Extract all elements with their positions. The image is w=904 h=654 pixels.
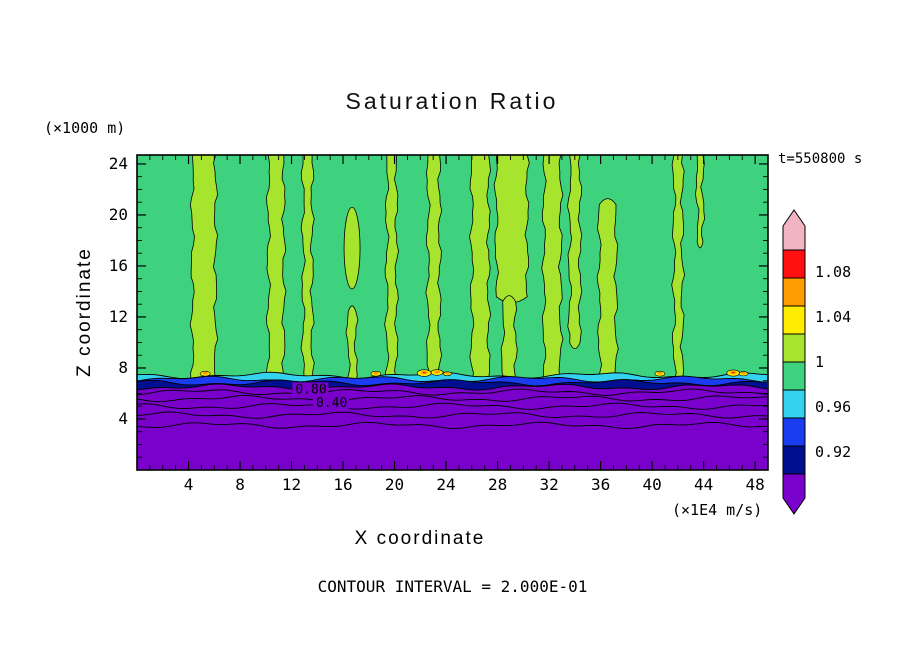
layer-contour-line xyxy=(137,371,768,379)
layer-contour-line xyxy=(137,379,768,387)
y-tick-label: 16 xyxy=(109,256,128,275)
colorbar-segment xyxy=(782,333,806,363)
contour-label-backing xyxy=(292,382,329,396)
supersaturation-stripe xyxy=(541,155,564,382)
hot-spot-orange xyxy=(657,371,663,375)
x-tick-label: 12 xyxy=(282,475,301,494)
colorbar-label: 1 xyxy=(815,353,824,371)
y-axis-unit-label: (×1000 m) xyxy=(44,119,126,137)
supersaturation-stripe xyxy=(265,155,287,382)
supersaturation-blob xyxy=(343,206,361,290)
supersaturation-stripe xyxy=(671,155,686,382)
hot-spot-red xyxy=(422,371,426,374)
contour-label-backing xyxy=(312,395,349,409)
supersaturation-stripe xyxy=(500,295,518,382)
colorbar-segment xyxy=(782,389,806,419)
colorbar-top-arrow xyxy=(782,209,806,251)
supersaturation-stripe xyxy=(695,155,706,249)
colorbar-label: 0.92 xyxy=(815,443,851,461)
contour-line xyxy=(137,388,768,396)
supersaturation-stripe xyxy=(596,198,619,382)
supersaturation-stripe xyxy=(189,155,219,382)
hot-spot-orange xyxy=(445,372,450,375)
y-tick-label: 24 xyxy=(109,154,128,173)
hot-spot-red xyxy=(732,371,735,374)
colorbar-label: 0.96 xyxy=(815,398,851,416)
supersaturation-stripe xyxy=(384,155,399,382)
contour-value-label: 0.40 xyxy=(316,396,347,411)
contour-line xyxy=(137,411,768,419)
colorbar-label: 1.08 xyxy=(815,263,851,281)
colorbar-segment xyxy=(782,417,806,447)
contour-interval-note: CONTOUR INTERVAL = 2.000E-01 xyxy=(317,577,588,596)
supersaturation-stripe xyxy=(493,155,530,304)
supersaturation-stripe xyxy=(469,155,492,382)
x-axis-unit-label: (×1E4 m/s) xyxy=(672,501,763,519)
contour-field: 0.800.40 xyxy=(137,155,768,470)
colorbar-segment xyxy=(782,277,806,307)
x-tick-label: 48 xyxy=(745,475,764,494)
chart-title: Saturation Ratio xyxy=(345,88,559,114)
x-tick-label: 40 xyxy=(642,475,661,494)
time-annotation: t=550800 s xyxy=(778,151,863,167)
hot-spot-orange xyxy=(202,371,208,375)
x-tick-label: 24 xyxy=(436,475,455,494)
contour-line xyxy=(137,421,768,429)
x-tick-label: 8 xyxy=(235,475,245,494)
contour-line xyxy=(137,402,768,410)
x-tick-label: 28 xyxy=(488,475,507,494)
colorbar: 1.08 1.04 1 0.96 0.92 xyxy=(782,209,851,515)
contour-value-label: 0.80 xyxy=(295,382,326,397)
hot-spot-orange xyxy=(433,370,441,374)
x-tick-label: 36 xyxy=(591,475,610,494)
colorbar-segment xyxy=(782,445,806,475)
x-axis-title: X coordinate xyxy=(354,528,486,549)
y-tick-label: 4 xyxy=(118,409,128,428)
x-tick-label: 44 xyxy=(694,475,713,494)
x-tick-label: 16 xyxy=(333,475,352,494)
colorbar-segment xyxy=(782,361,806,391)
plot-frame xyxy=(136,154,769,471)
x-tick-label: 20 xyxy=(385,475,404,494)
colorbar-label: 1.04 xyxy=(815,308,851,326)
colorbar-bottom-arrow xyxy=(782,473,806,515)
hot-spot-orange xyxy=(741,372,746,375)
y-axis-title: Z coordinate xyxy=(74,247,95,377)
colorbar-segment xyxy=(782,249,806,279)
hot-spot-orange xyxy=(373,371,379,375)
y-tick-label: 20 xyxy=(109,205,128,224)
supersaturation-stripe xyxy=(425,155,443,382)
x-tick-label: 4 xyxy=(184,475,194,494)
contour-line xyxy=(137,394,768,403)
supersaturation-stripe xyxy=(567,155,583,349)
x-tick-label: 32 xyxy=(539,475,558,494)
layer-contour-line xyxy=(137,383,768,391)
colorbar-segment xyxy=(782,305,806,335)
y-tick-label: 8 xyxy=(118,358,128,377)
supersaturation-stripe xyxy=(300,155,315,382)
supersaturation-stripe xyxy=(345,305,359,382)
y-tick-label: 12 xyxy=(109,307,128,326)
